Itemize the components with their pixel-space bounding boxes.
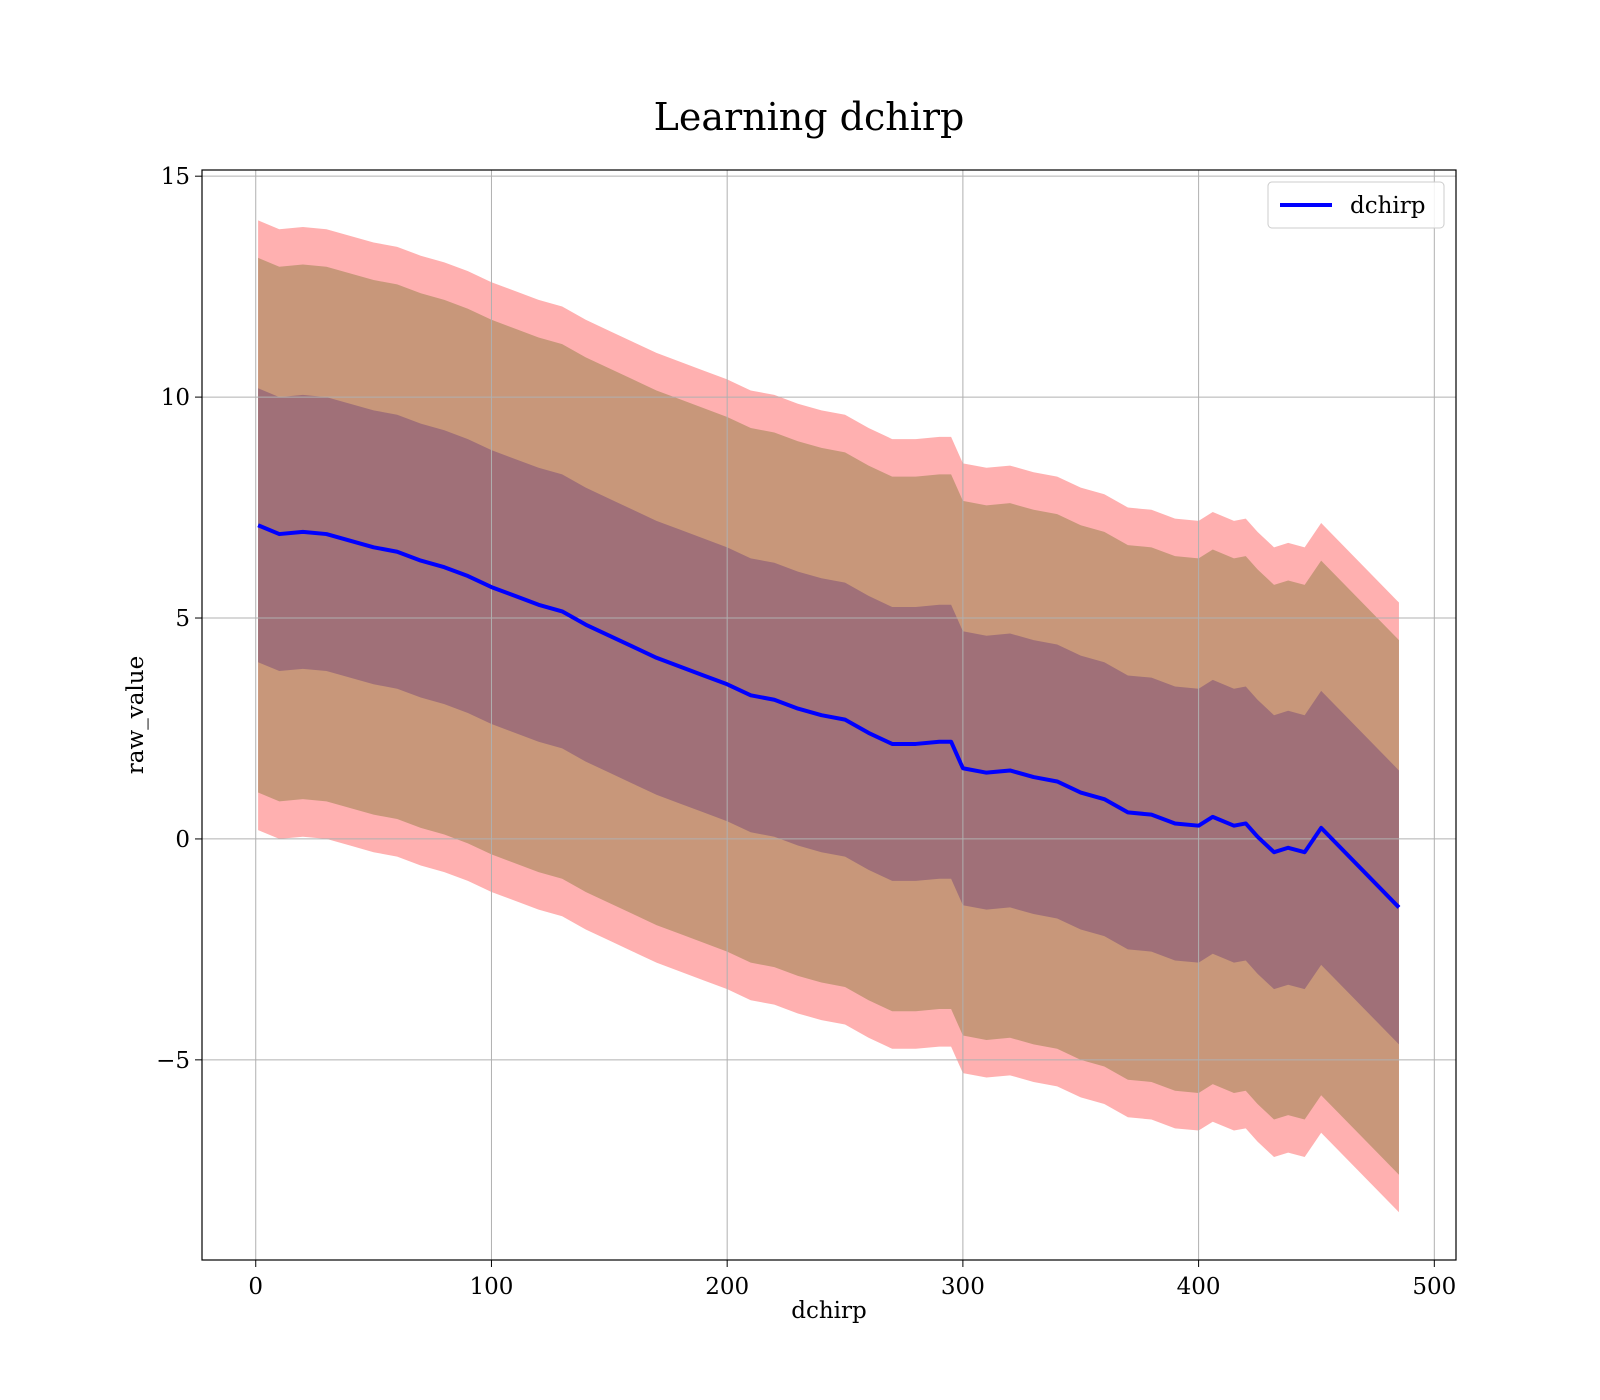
y-tick-label: −5 (156, 1048, 190, 1074)
plot-frame (201, 169, 1457, 1261)
x-tick-label: 200 (705, 1274, 749, 1300)
legend-label: dchirp (1350, 193, 1426, 219)
y-tick-label: 15 (161, 164, 190, 190)
chart-title: Learning dchirp (654, 95, 965, 139)
x-axis-label: dchirp (791, 1298, 867, 1324)
y-tick-label: 0 (175, 827, 190, 853)
x-tick-label: 0 (248, 1274, 263, 1300)
y-tick-label: 5 (175, 606, 190, 632)
y-tick-label: 10 (161, 385, 190, 411)
x-tick-label: 300 (941, 1274, 985, 1300)
x-tick-label: 100 (470, 1274, 514, 1300)
plot-area (202, 170, 1456, 1260)
line (257, 523, 1401, 909)
x-tick-label: 400 (1177, 1274, 1221, 1300)
x-tick-label: 500 (1412, 1274, 1456, 1300)
legend-box (1267, 181, 1445, 229)
y-axis-label: raw_value (123, 656, 149, 774)
